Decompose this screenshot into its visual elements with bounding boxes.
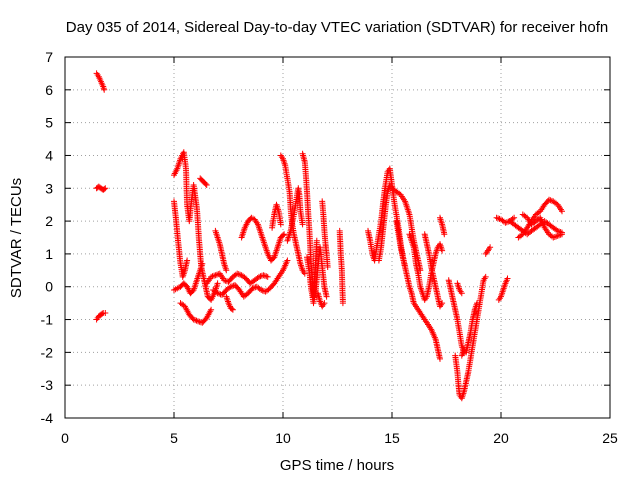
y-tick-label: -1 [41, 312, 54, 328]
data-point-cluster [212, 227, 230, 274]
data-point-cluster [93, 310, 109, 323]
x-tick-label: 5 [170, 430, 178, 446]
x-tick-label: 25 [602, 430, 618, 446]
data-point-cluster [210, 257, 291, 300]
data-point-cluster [393, 218, 443, 362]
data-point-cluster [171, 198, 191, 280]
y-tick-label: 3 [45, 180, 53, 196]
y-tick-label: -3 [41, 377, 54, 393]
data-point-cluster [93, 70, 108, 93]
data-point-cluster [314, 290, 328, 310]
data-point-cluster [515, 196, 565, 241]
x-tick-label: 15 [384, 430, 400, 446]
plot-frame [64, 56, 611, 419]
data-point-cluster [519, 211, 565, 241]
data-point-cluster [458, 300, 480, 359]
data-point-cluster [177, 300, 215, 326]
data-point-cluster [223, 293, 236, 313]
data-point-cluster [197, 175, 210, 188]
data-points [93, 70, 565, 402]
y-tick-label: 6 [45, 82, 53, 98]
data-point-cluster [336, 227, 346, 307]
y-axis-label: SDTVAR / TECUs [8, 178, 25, 298]
y-tick-label: 5 [45, 115, 53, 131]
data-point-cluster [304, 244, 330, 307]
data-point-cluster [299, 150, 320, 300]
data-point-cluster [319, 198, 331, 270]
y-tick-label: 1 [45, 246, 53, 262]
chart-title: Day 035 of 2014, Sidereal Day-to-day VTE… [66, 19, 608, 36]
data-point-cluster [238, 214, 288, 264]
grid-lines [65, 57, 610, 418]
data-point-cluster [269, 201, 284, 231]
y-tick-label: 4 [45, 147, 53, 163]
data-point-cluster [284, 185, 306, 244]
y-tick-label: -4 [41, 410, 54, 426]
y-tick-label: 0 [45, 279, 53, 295]
y-tick-label: -2 [41, 344, 54, 360]
x-axis-label: GPS time / hours [280, 457, 394, 474]
y-tick-label: 7 [45, 49, 53, 65]
data-point-cluster [482, 244, 494, 257]
data-point-cluster [452, 273, 489, 402]
data-point-cluster [454, 280, 465, 297]
x-tick-label: 20 [493, 430, 509, 446]
data-point-cluster [495, 275, 511, 303]
data-point-cluster [375, 182, 424, 274]
axis-ticks [64, 56, 611, 419]
data-point-cluster [437, 214, 448, 238]
data-point-cluster [445, 277, 467, 356]
x-tick-label: 0 [61, 430, 69, 446]
y-axis-tick-labels: -4 -3 -2 -1 0 1 2 3 4 5 6 7 [41, 49, 54, 426]
data-point-cluster [203, 270, 271, 287]
data-point-cluster [171, 260, 206, 297]
data-point-cluster [93, 183, 109, 193]
data-point-cluster [421, 231, 446, 310]
x-axis-tick-labels: 0 5 10 15 20 25 [61, 430, 618, 446]
x-tick-label: 10 [275, 430, 291, 446]
y-tick-label: 2 [45, 213, 53, 229]
